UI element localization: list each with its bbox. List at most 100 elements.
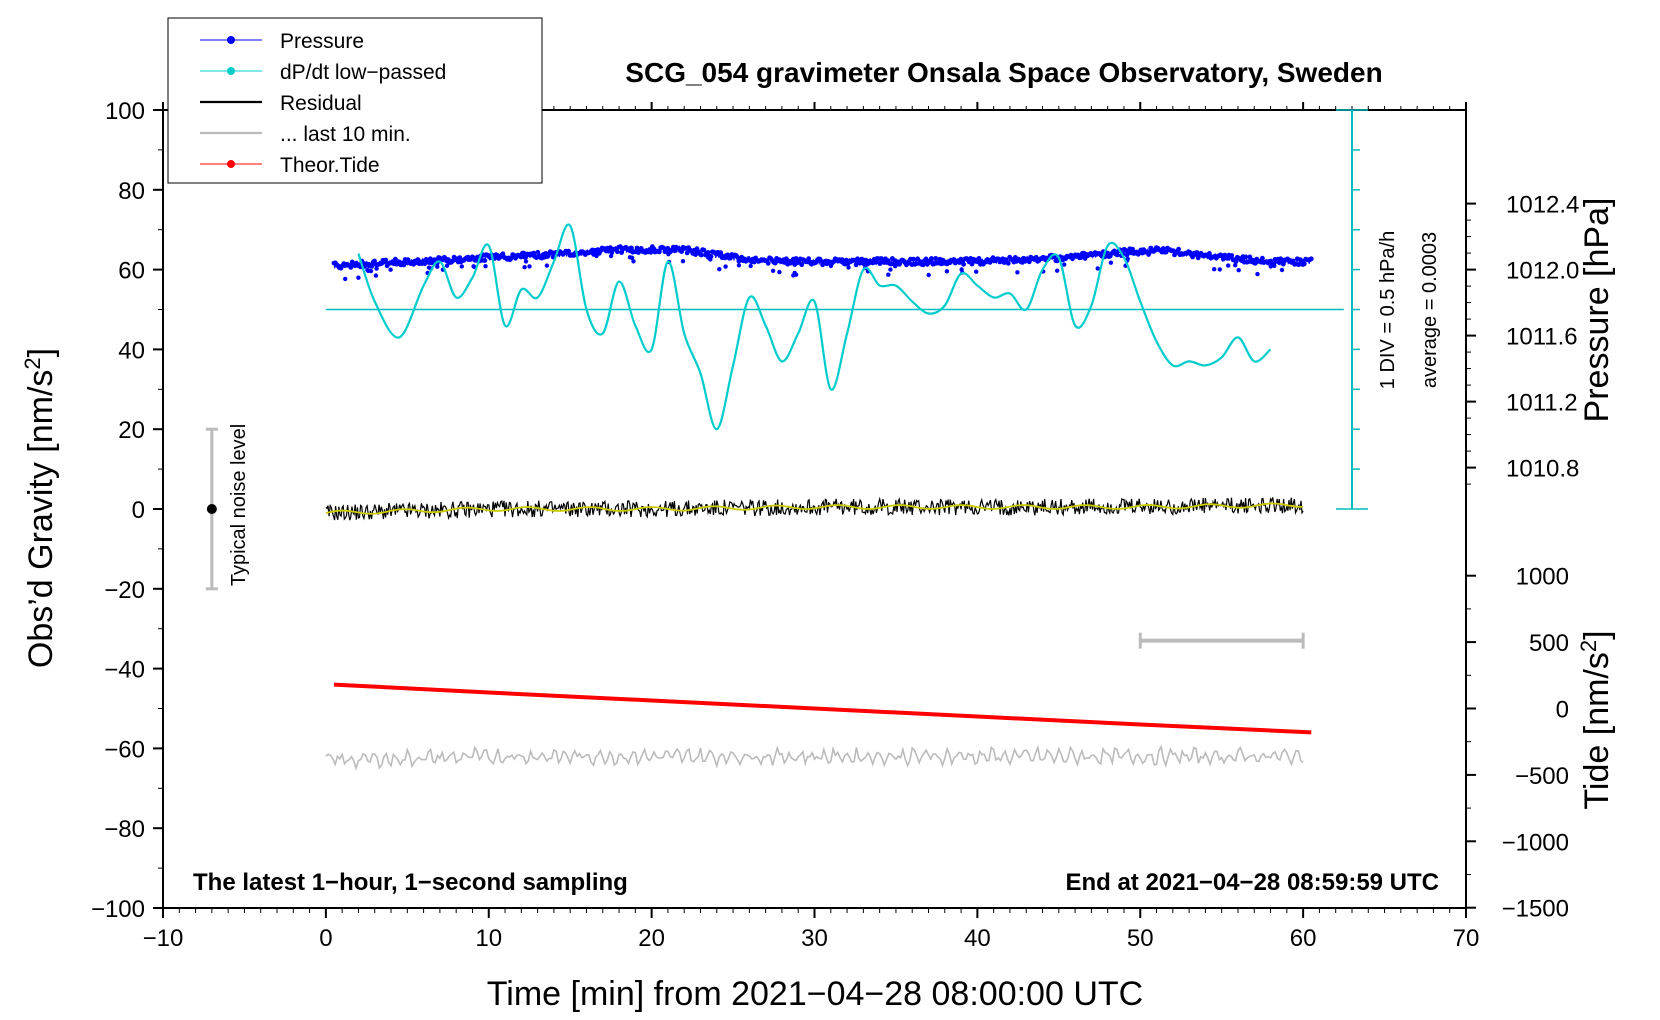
- tide-tick-label: −1500: [1502, 896, 1569, 923]
- x-tick-label: 50: [1127, 925, 1154, 952]
- y-tick-label: 20: [118, 417, 145, 444]
- last10-line: [325, 744, 1304, 772]
- y-tick-label: 0: [132, 497, 145, 524]
- tide-tick-label: −1000: [1502, 829, 1569, 856]
- y-tick-label: −40: [104, 657, 145, 684]
- pressure-point: [368, 268, 374, 274]
- pressure-point: [723, 264, 728, 269]
- legend-box: [167, 17, 543, 184]
- pressure-tick-label: 1011.2: [1506, 390, 1578, 417]
- legend-label: dP/dt low−passed: [280, 61, 446, 84]
- pressure-point: [1212, 267, 1217, 272]
- pressure-point: [888, 267, 893, 272]
- pressure-point: [926, 272, 931, 278]
- pressure-point: [629, 255, 635, 260]
- chart-title: SCG_054 gravimeter Onsala Space Observat…: [625, 57, 1382, 88]
- pressure-point: [736, 263, 742, 268]
- residual-smoothed-line: [325, 502, 1304, 515]
- x-tick-label: 0: [319, 925, 332, 952]
- y-tick-label: 80: [118, 178, 145, 205]
- noise-bar-dot: [206, 504, 217, 514]
- y-tick-label: 40: [118, 337, 145, 364]
- pressure-tick-label: 1011.6: [1506, 324, 1578, 351]
- pressure-point: [717, 267, 722, 272]
- x-tick-label: −10: [143, 925, 184, 952]
- legend: Pressure dP/dt low−passed Residual ... last…: [167, 17, 543, 184]
- pressure-point: [356, 275, 361, 280]
- y-axis-title-gravity-sup: 2: [20, 357, 45, 369]
- pressure-point: [1236, 268, 1241, 273]
- pressure-point: [373, 273, 379, 278]
- dpdt-line: [357, 223, 1272, 431]
- tide-tick-label: 1000: [1516, 564, 1569, 591]
- y-axis-title-gravity-close: ]: [22, 348, 60, 357]
- pressure-point: [846, 265, 851, 270]
- pressure-point: [343, 276, 348, 282]
- series-layer: [325, 223, 1344, 772]
- note-bottom-left: The latest 1−hour, 1−second sampling: [193, 869, 628, 896]
- x-tick-label: 60: [1290, 925, 1317, 952]
- legend-label: Theor.Tide: [280, 154, 380, 177]
- legend-label: Residual: [280, 92, 362, 115]
- x-tick-label: 10: [475, 925, 502, 952]
- legend-swatch-marker: [227, 67, 235, 75]
- tide-tick-label: −500: [1515, 763, 1569, 790]
- y-tick-label: −60: [104, 736, 145, 763]
- pressure-tick-label: 1010.8: [1506, 456, 1579, 483]
- y-axis-title-gravity: Obs’d Gravity [nm/s2]: [20, 348, 61, 668]
- y-axis-title-gravity-main: Obs’d Gravity [nm/s: [22, 370, 60, 669]
- pressure-point: [1217, 267, 1223, 272]
- dpdt-average-label: average = 0.0003: [1419, 232, 1441, 388]
- pressure-point: [1095, 266, 1100, 271]
- tick-layer: −10 0 10 20 30 40 50 60 70100806040200−20−40−60−…: [91, 98, 1579, 952]
- dpdt-scale-label: 1 DIV = 0.5 hPa/h: [1377, 231, 1399, 389]
- x-tick-label: 30: [801, 925, 828, 952]
- pressure-point: [1272, 263, 1277, 268]
- x-tick-label: 40: [964, 925, 991, 952]
- pressure-point: [544, 263, 550, 268]
- x-axis-title: Time [min] from 2021−04−28 08:00:00 UTC: [487, 975, 1143, 1013]
- legend-label: Pressure: [280, 30, 364, 53]
- pressure-point: [777, 269, 782, 275]
- residual-line: [325, 496, 1304, 521]
- pressure-point: [522, 265, 527, 270]
- legend-swatch-marker: [227, 36, 235, 44]
- pressure-point: [1226, 263, 1231, 268]
- legend-swatch-marker: [227, 160, 235, 168]
- pressure-point: [1279, 267, 1285, 273]
- y-axis-title-tide-sup: 2: [1576, 640, 1601, 652]
- noise-level-label: Typical noise level: [228, 424, 250, 586]
- pressure-point: [1062, 262, 1067, 267]
- pressure-point: [374, 266, 379, 271]
- pressure-point: [1255, 271, 1260, 277]
- pressure-point: [631, 259, 636, 264]
- y-tick-label: −100: [91, 896, 145, 923]
- pressure-point: [459, 264, 464, 269]
- y-tick-label: 100: [105, 98, 145, 125]
- y-axis-title-tide-close: ]: [1578, 630, 1616, 639]
- pressure-point: [748, 263, 753, 269]
- annotation-layer: [205, 109, 1368, 649]
- pressure-point: [1055, 268, 1060, 273]
- tide-tick-label: 500: [1529, 630, 1569, 657]
- pressure-point: [388, 267, 393, 272]
- legend-label: ... last 10 min.: [280, 123, 411, 146]
- pressure-point: [1125, 256, 1130, 262]
- y-axis-title-tide: Tide [nm/s2]: [1576, 630, 1617, 809]
- pressure-point: [523, 259, 529, 264]
- pressure-point: [1015, 270, 1020, 275]
- pressure-point: [793, 272, 799, 277]
- tide-line: [333, 682, 1312, 735]
- pressure-point: [770, 268, 776, 273]
- pressure-point: [886, 272, 891, 277]
- pressure-point: [527, 264, 532, 269]
- y-tick-label: −80: [104, 816, 145, 843]
- tide-tick-label: 0: [1556, 697, 1569, 724]
- note-bottom-right: End at 2021−04−28 08:59:59 UTC: [1065, 869, 1439, 896]
- pressure-point: [1233, 263, 1238, 268]
- pressure-point: [944, 269, 950, 274]
- legend-items: Pressure dP/dt low−passed Residual ... last…: [200, 30, 446, 177]
- pressure-point: [444, 263, 450, 268]
- x-tick-label: 70: [1453, 925, 1480, 952]
